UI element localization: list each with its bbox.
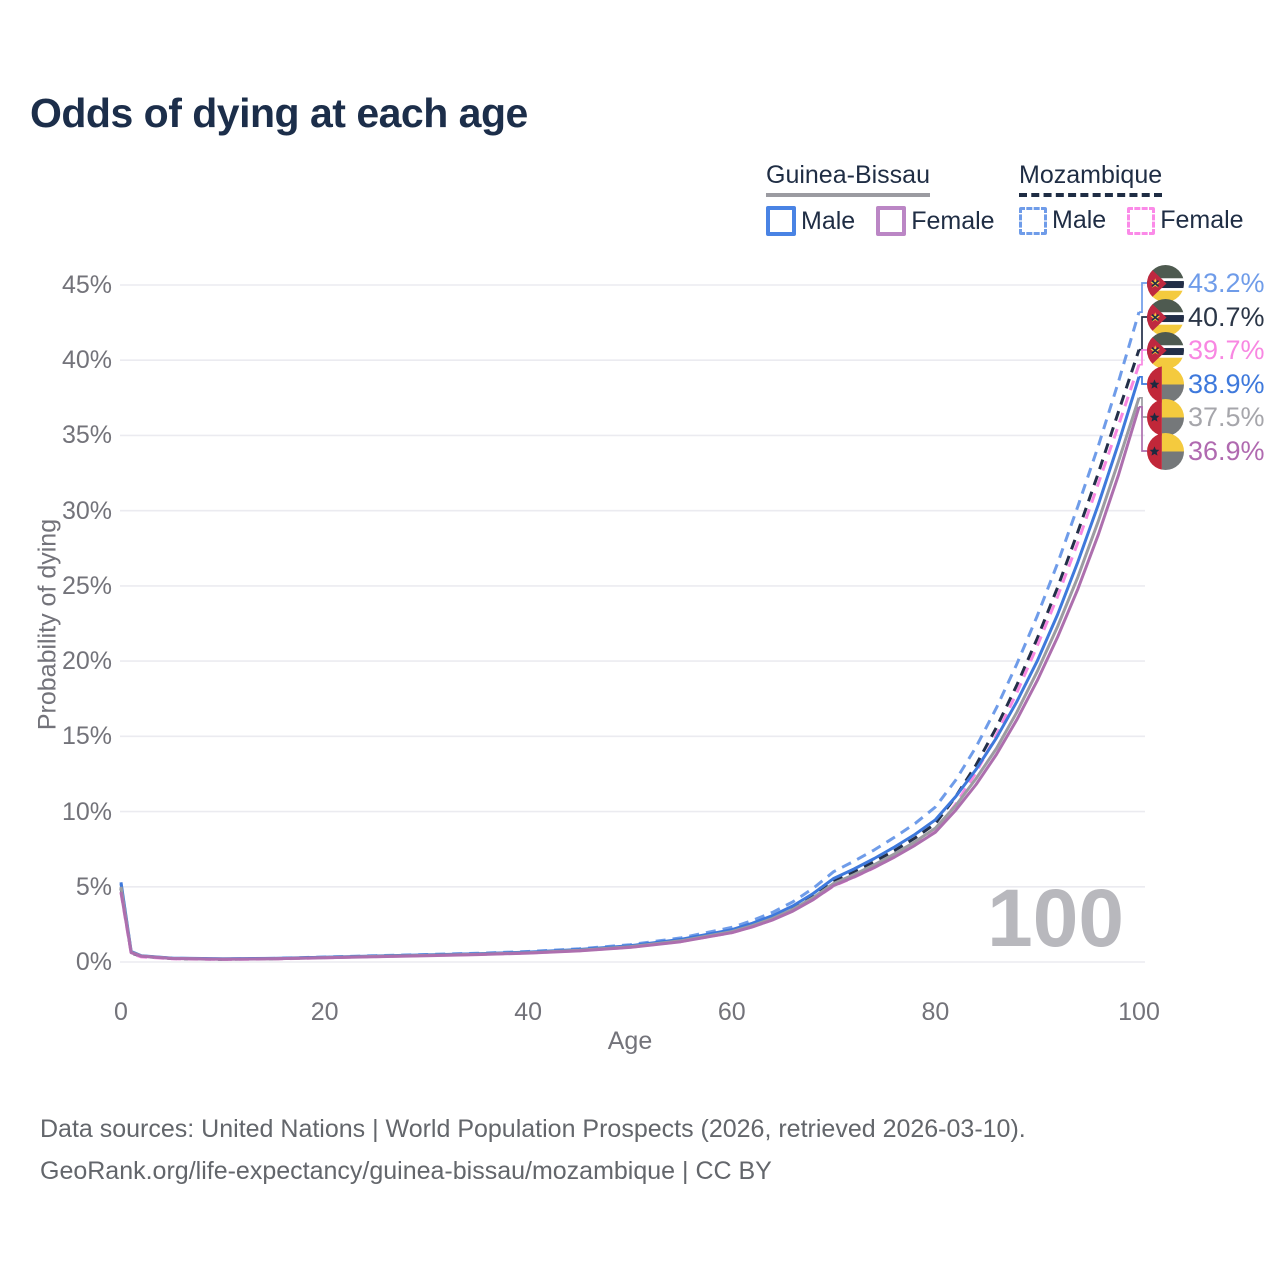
end-label-value: 40.7%	[1188, 302, 1265, 332]
legend-item-label: Male	[1052, 206, 1107, 234]
x-tick-label: 80	[921, 998, 950, 1026]
y-tick-label: 25%	[61, 571, 112, 600]
end-label-connector	[1139, 316, 1147, 351]
legend-header-mozambique: Mozambique	[1019, 161, 1163, 197]
end-label-value: 39.7%	[1188, 335, 1265, 365]
flag-icon-mozambique	[1147, 299, 1184, 336]
footer: Data sources: United Nations | World Pop…	[40, 1108, 1026, 1192]
data-source-text: Data sources: United Nations | World Pop…	[40, 1115, 1026, 1143]
end-label-row-mozambique-female: 39.7%	[1147, 332, 1265, 369]
y-tick-label: 40%	[61, 346, 112, 375]
flag-icon-guinea-bissau	[1147, 433, 1184, 470]
legend-item-label: Female	[911, 206, 995, 235]
legend-header-guinea-bissau: Guinea-Bissau	[766, 161, 930, 197]
series-line-mozambique-both-sexes-	[119, 349, 1141, 961]
legend-group-mozambique: Mozambique Male Female	[1019, 161, 1244, 235]
end-label-connector	[1139, 375, 1147, 385]
x-axis-title: Age	[607, 1027, 653, 1055]
x-tick-label: 40	[514, 998, 543, 1026]
end-label-connector	[1139, 349, 1147, 366]
x-tick-label: 0	[114, 998, 128, 1026]
legend-item-label: Male	[801, 206, 856, 235]
page-title: Odds of dying at each age	[30, 90, 528, 136]
y-axis-title: Probability of dying	[33, 518, 62, 731]
end-label-value: 37.5%	[1188, 402, 1265, 432]
end-label-row-guinea-bissau-female: 36.9%	[1147, 433, 1265, 470]
flag-icon-guinea-bissau	[1147, 366, 1184, 403]
x-tick-label: 20	[310, 998, 339, 1026]
end-label-value: 43.2%	[1188, 268, 1265, 298]
gb-female-swatch-icon	[876, 206, 907, 236]
y-tick-label: 10%	[61, 797, 112, 826]
flag-icon-mozambique	[1147, 332, 1184, 369]
y-tick-label: 30%	[61, 496, 112, 525]
y-tick-label: 15%	[61, 722, 112, 751]
series-line-mozambique-male	[119, 311, 1141, 961]
end-label-connector	[1139, 406, 1147, 452]
legend-item-mz-male: Male	[1019, 206, 1106, 235]
legend-item-gb-male: Male	[766, 206, 855, 236]
end-label-row-guinea-bissau-both-sexes-: 37.5%	[1147, 399, 1265, 436]
y-tick-label: 5%	[75, 872, 112, 901]
series-line-mozambique-female	[119, 364, 1141, 961]
attribution-text: GeoRank.org/life-expectancy/guinea-bissa…	[40, 1157, 772, 1185]
legend-item-gb-female: Female	[876, 206, 995, 236]
legend-group-guinea-bissau: Guinea-Bissau Male Female	[766, 161, 995, 236]
end-label-row-mozambique-both-sexes-: 40.7%	[1147, 299, 1265, 336]
x-tick-label: 100	[1118, 998, 1160, 1026]
gb-male-swatch-icon	[766, 206, 796, 236]
legend-item-mz-female: Female	[1127, 206, 1244, 235]
end-label-connector	[1139, 282, 1147, 313]
y-tick-label: 20%	[61, 647, 112, 676]
x-tick-label: 60	[717, 998, 746, 1026]
age-watermark: 100	[987, 873, 1124, 964]
y-tick-label: 45%	[61, 271, 112, 299]
series-line-guinea-bissau-male	[119, 376, 1141, 961]
y-tick-label: 0%	[75, 948, 112, 976]
end-label-row-guinea-bissau-male: 38.9%	[1147, 366, 1265, 403]
legend-item-label: Female	[1160, 206, 1244, 234]
end-label-value: 36.9%	[1188, 436, 1265, 466]
y-tick-label: 35%	[61, 421, 112, 450]
flag-icon-guinea-bissau	[1147, 399, 1184, 436]
flag-icon-mozambique	[1147, 265, 1184, 302]
end-label-row-mozambique-male: 43.2%	[1147, 265, 1265, 302]
mz-female-swatch-icon	[1127, 206, 1156, 235]
end-label-value: 38.9%	[1188, 369, 1265, 399]
series-line-guinea-bissau-female	[119, 406, 1141, 961]
mz-male-swatch-icon	[1019, 206, 1047, 235]
